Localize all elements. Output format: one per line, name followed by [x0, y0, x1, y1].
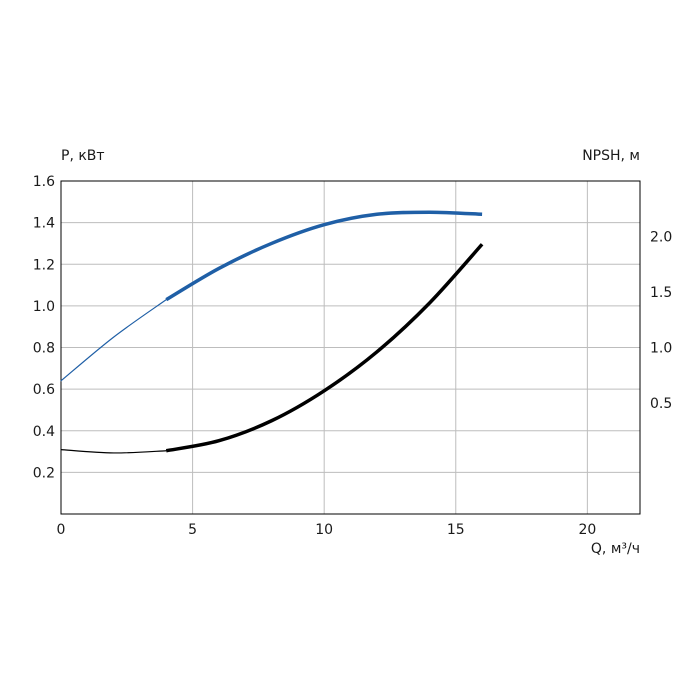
y-left-tick-label: 0.4	[33, 424, 55, 440]
x-axis-label: Q, м³/ч	[591, 541, 640, 557]
y-left-tick-label: 1.6	[33, 174, 55, 190]
y-left-tick-labels: 0.2 0.4 0.6 0.8 1.0 1.2 1.4 1.6	[33, 174, 55, 481]
plot-frame	[60, 180, 641, 515]
y-left-tick-label: 1.4	[33, 216, 55, 232]
x-tick-label: 10	[315, 522, 333, 538]
x-tick-label: 5	[188, 522, 197, 538]
y-right-tick-label: 2.0	[650, 230, 672, 246]
left-axis-label: P, кВт	[61, 148, 105, 164]
y-left-tick-label: 0.2	[33, 465, 55, 481]
x-tick-label: 0	[57, 522, 66, 538]
y-left-tick-label: 1.2	[33, 257, 55, 273]
y-right-tick-label: 1.5	[650, 285, 672, 301]
series-line-thin-0	[60, 299, 167, 382]
y-left-tick-label: 1.0	[33, 299, 55, 315]
y-right-tick-labels: 0.5 1.0 1.5 2.0	[650, 230, 672, 413]
x-tick-labels: 0 5 10 15 20	[57, 522, 597, 538]
y-right-tick-label: 0.5	[650, 396, 672, 412]
y-left-tick-label: 0.8	[33, 341, 55, 357]
y-left-tick-label: 0.6	[33, 382, 55, 398]
x-tick-label: 15	[447, 522, 465, 538]
x-tick-label: 20	[578, 522, 596, 538]
right-axis-label: NPSH, м	[582, 148, 640, 164]
series-line-thin-1	[60, 449, 167, 454]
series-line-thick-1	[165, 243, 484, 453]
series-line-thick-0	[165, 210, 483, 302]
y-right-tick-label: 1.0	[650, 341, 672, 357]
series-layer	[60, 210, 484, 454]
